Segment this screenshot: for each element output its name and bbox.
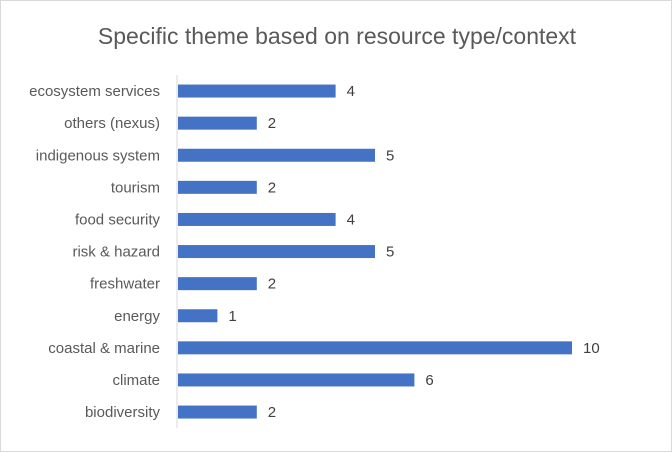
bar-tourism (178, 180, 257, 194)
data-label: 2 (268, 115, 276, 132)
category-label: coastal & marine (48, 340, 160, 357)
data-label: 4 (347, 83, 355, 100)
bar-indigenous-system (178, 148, 375, 162)
category-label: risk & hazard (72, 244, 160, 261)
category-label: indigenous system (36, 147, 160, 164)
bar-freshwater (178, 277, 257, 291)
bar-risk-hazard (178, 245, 375, 259)
bar-food-security (178, 212, 336, 226)
bar-climate (178, 373, 415, 387)
category-label: energy (114, 308, 160, 325)
data-label: 2 (268, 179, 276, 196)
data-label: 10 (583, 340, 600, 357)
data-label: 2 (268, 276, 276, 293)
category-labels-group: ecosystem services others (nexus) indigeno… (29, 83, 160, 421)
category-label: climate (112, 372, 160, 389)
data-label: 4 (347, 211, 355, 228)
data-label: 5 (386, 244, 394, 261)
category-label: biodiversity (85, 404, 161, 421)
category-label: ecosystem services (29, 83, 160, 100)
data-label: 5 (386, 147, 394, 164)
category-label: food security (75, 211, 161, 228)
bar-coastal-marine (178, 341, 572, 355)
category-label: freshwater (90, 276, 160, 293)
data-label: 2 (268, 404, 276, 421)
category-label: tourism (111, 179, 160, 196)
bar-energy (178, 309, 218, 323)
bars-group (178, 84, 572, 419)
value-labels-group: 4 2 5 2 4 5 2 1 10 6 2 (228, 83, 599, 421)
bar-biodiversity (178, 405, 257, 419)
bar-others-nexus- (178, 116, 257, 130)
bar-ecosystem-services (178, 84, 336, 98)
category-label: others (nexus) (64, 115, 160, 132)
chart-title: Specific theme based on resource type/co… (97, 23, 577, 49)
data-label: 1 (228, 308, 236, 325)
data-label: 6 (425, 372, 433, 389)
